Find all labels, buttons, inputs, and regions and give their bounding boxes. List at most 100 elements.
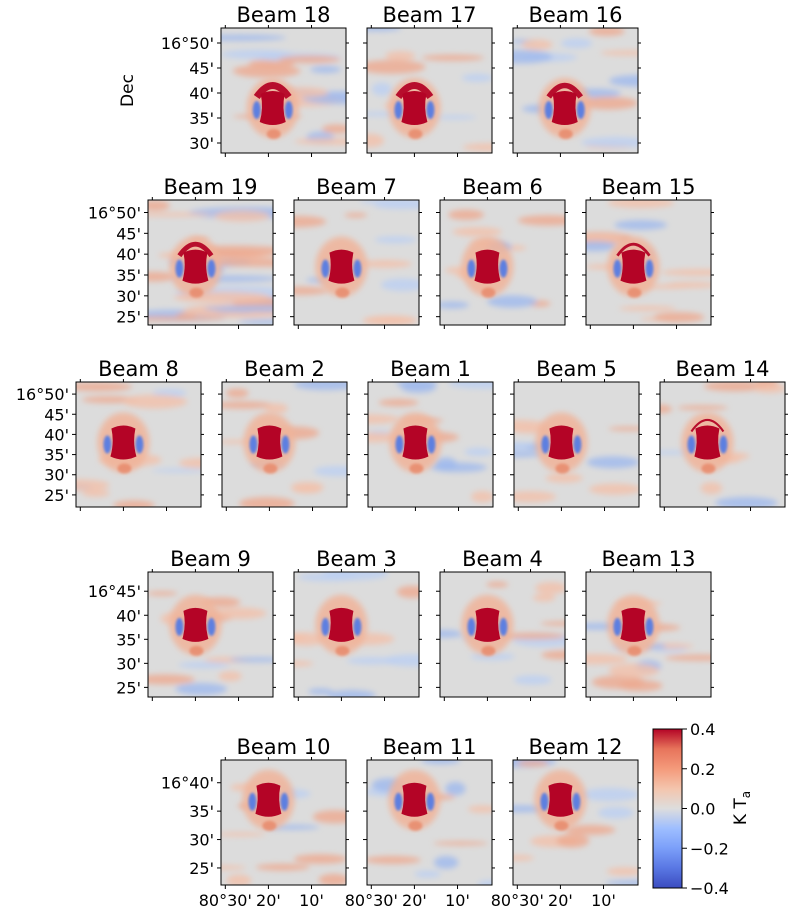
noise-streak bbox=[432, 115, 477, 120]
noise-streak bbox=[148, 674, 195, 685]
panel-image bbox=[367, 28, 492, 153]
y-tick-label: 16°50' bbox=[16, 385, 69, 404]
noise-streak bbox=[414, 870, 441, 878]
panel-title: Beam 7 bbox=[316, 175, 397, 199]
noise-streak bbox=[221, 34, 287, 41]
noise-streak bbox=[532, 593, 556, 602]
noise-streak bbox=[753, 383, 785, 393]
panel-image bbox=[586, 200, 711, 325]
colorbar-tick-label: 0.0 bbox=[690, 800, 715, 819]
beam-panel: Beam 9 16°45' 40' 35' 30' 25' bbox=[88, 547, 276, 701]
negative-wing bbox=[426, 101, 435, 119]
negative-wing bbox=[353, 617, 362, 636]
panel-image bbox=[367, 760, 492, 885]
sidelobe bbox=[266, 129, 281, 139]
noise-streak bbox=[605, 879, 638, 885]
noise-streak bbox=[462, 143, 492, 152]
noise-streak bbox=[556, 833, 590, 848]
panel-title: Beam 13 bbox=[601, 547, 695, 571]
noise-streak bbox=[380, 278, 419, 292]
noise-streak bbox=[203, 305, 273, 313]
colorbar-tick-label: −0.2 bbox=[690, 839, 729, 858]
panel-image bbox=[440, 200, 565, 325]
panel-title: Beam 17 bbox=[382, 3, 476, 27]
noise-streak bbox=[294, 660, 314, 667]
noise-streak bbox=[344, 212, 368, 218]
panel-title: Beam 11 bbox=[382, 735, 476, 759]
x-tick-label: 20' bbox=[402, 891, 427, 910]
noise-streak bbox=[700, 481, 723, 495]
panel-frame bbox=[367, 381, 494, 508]
noise-streak bbox=[359, 200, 419, 205]
negative-wing bbox=[394, 101, 403, 119]
x-tick-label: 10' bbox=[445, 891, 470, 910]
arc-artifact bbox=[690, 418, 725, 433]
noise-streak bbox=[470, 653, 515, 661]
sidelobe bbox=[263, 463, 278, 474]
panel-title: Beam 1 bbox=[390, 357, 471, 381]
x-tick-label: 10' bbox=[591, 891, 616, 910]
panel-frame bbox=[366, 759, 493, 886]
panel-title: Beam 14 bbox=[675, 357, 769, 381]
noise-streak bbox=[445, 781, 466, 796]
negative-wing bbox=[572, 792, 581, 811]
x-tick-label: 80°30' bbox=[199, 891, 252, 910]
noise-streak bbox=[586, 234, 624, 243]
sidelobe bbox=[481, 645, 496, 656]
panel-frame bbox=[220, 759, 347, 886]
negative-wing bbox=[394, 792, 403, 811]
negative-wing bbox=[467, 617, 476, 636]
panel-title: Beam 4 bbox=[462, 547, 543, 571]
negative-wing bbox=[499, 259, 508, 278]
panel-frame bbox=[147, 199, 274, 326]
noise-streak bbox=[368, 414, 400, 424]
noise-streak bbox=[321, 124, 346, 134]
panel-image bbox=[148, 200, 273, 325]
noise-streak bbox=[586, 456, 639, 469]
noise-streak bbox=[521, 39, 553, 51]
y-tick-label: 30' bbox=[44, 466, 69, 485]
source-core bbox=[547, 782, 574, 817]
noise-streak bbox=[513, 855, 535, 861]
source-core bbox=[401, 91, 428, 125]
noise-streak bbox=[278, 55, 341, 64]
noise-streak bbox=[588, 28, 625, 36]
negative-wing bbox=[281, 435, 290, 454]
noise-streak bbox=[239, 496, 295, 507]
negative-wing bbox=[645, 617, 654, 636]
y-tick-label: 40' bbox=[116, 245, 141, 264]
beam-panel: Beam 1 bbox=[364, 357, 496, 511]
noise-streak bbox=[715, 496, 778, 507]
noise-streak bbox=[514, 491, 557, 503]
source-core bbox=[110, 425, 137, 460]
panel-frame bbox=[293, 199, 420, 326]
panel-frame bbox=[513, 381, 640, 508]
negative-wing bbox=[395, 435, 404, 454]
panel-frame bbox=[512, 759, 639, 886]
panel-image bbox=[222, 382, 347, 507]
noise-streak bbox=[448, 382, 493, 389]
noise-streak bbox=[653, 312, 705, 323]
y-tick-label: 40' bbox=[44, 425, 69, 444]
noise-streak bbox=[661, 269, 711, 276]
colorbar-tick-label: −0.4 bbox=[690, 879, 729, 898]
negative-wing bbox=[175, 617, 184, 636]
noise-streak bbox=[440, 629, 463, 638]
noise-streak bbox=[292, 486, 322, 494]
noise-streak bbox=[313, 465, 347, 477]
noise-streak bbox=[367, 28, 402, 32]
y-axis-label: Dec bbox=[118, 74, 138, 107]
negative-wing bbox=[252, 101, 261, 119]
x-tick-label: 20' bbox=[256, 891, 281, 910]
noise-streak bbox=[614, 220, 668, 230]
noise-streak bbox=[308, 688, 333, 695]
y-tick-label: 35' bbox=[189, 802, 214, 821]
noise-streak bbox=[367, 855, 421, 865]
noise-streak bbox=[175, 682, 228, 696]
y-tick-label: 30' bbox=[116, 654, 141, 673]
panel-frame bbox=[75, 381, 202, 508]
panel-frame bbox=[439, 199, 566, 326]
source-core bbox=[328, 249, 355, 284]
source-core bbox=[402, 425, 429, 460]
noise-streak bbox=[514, 451, 544, 458]
